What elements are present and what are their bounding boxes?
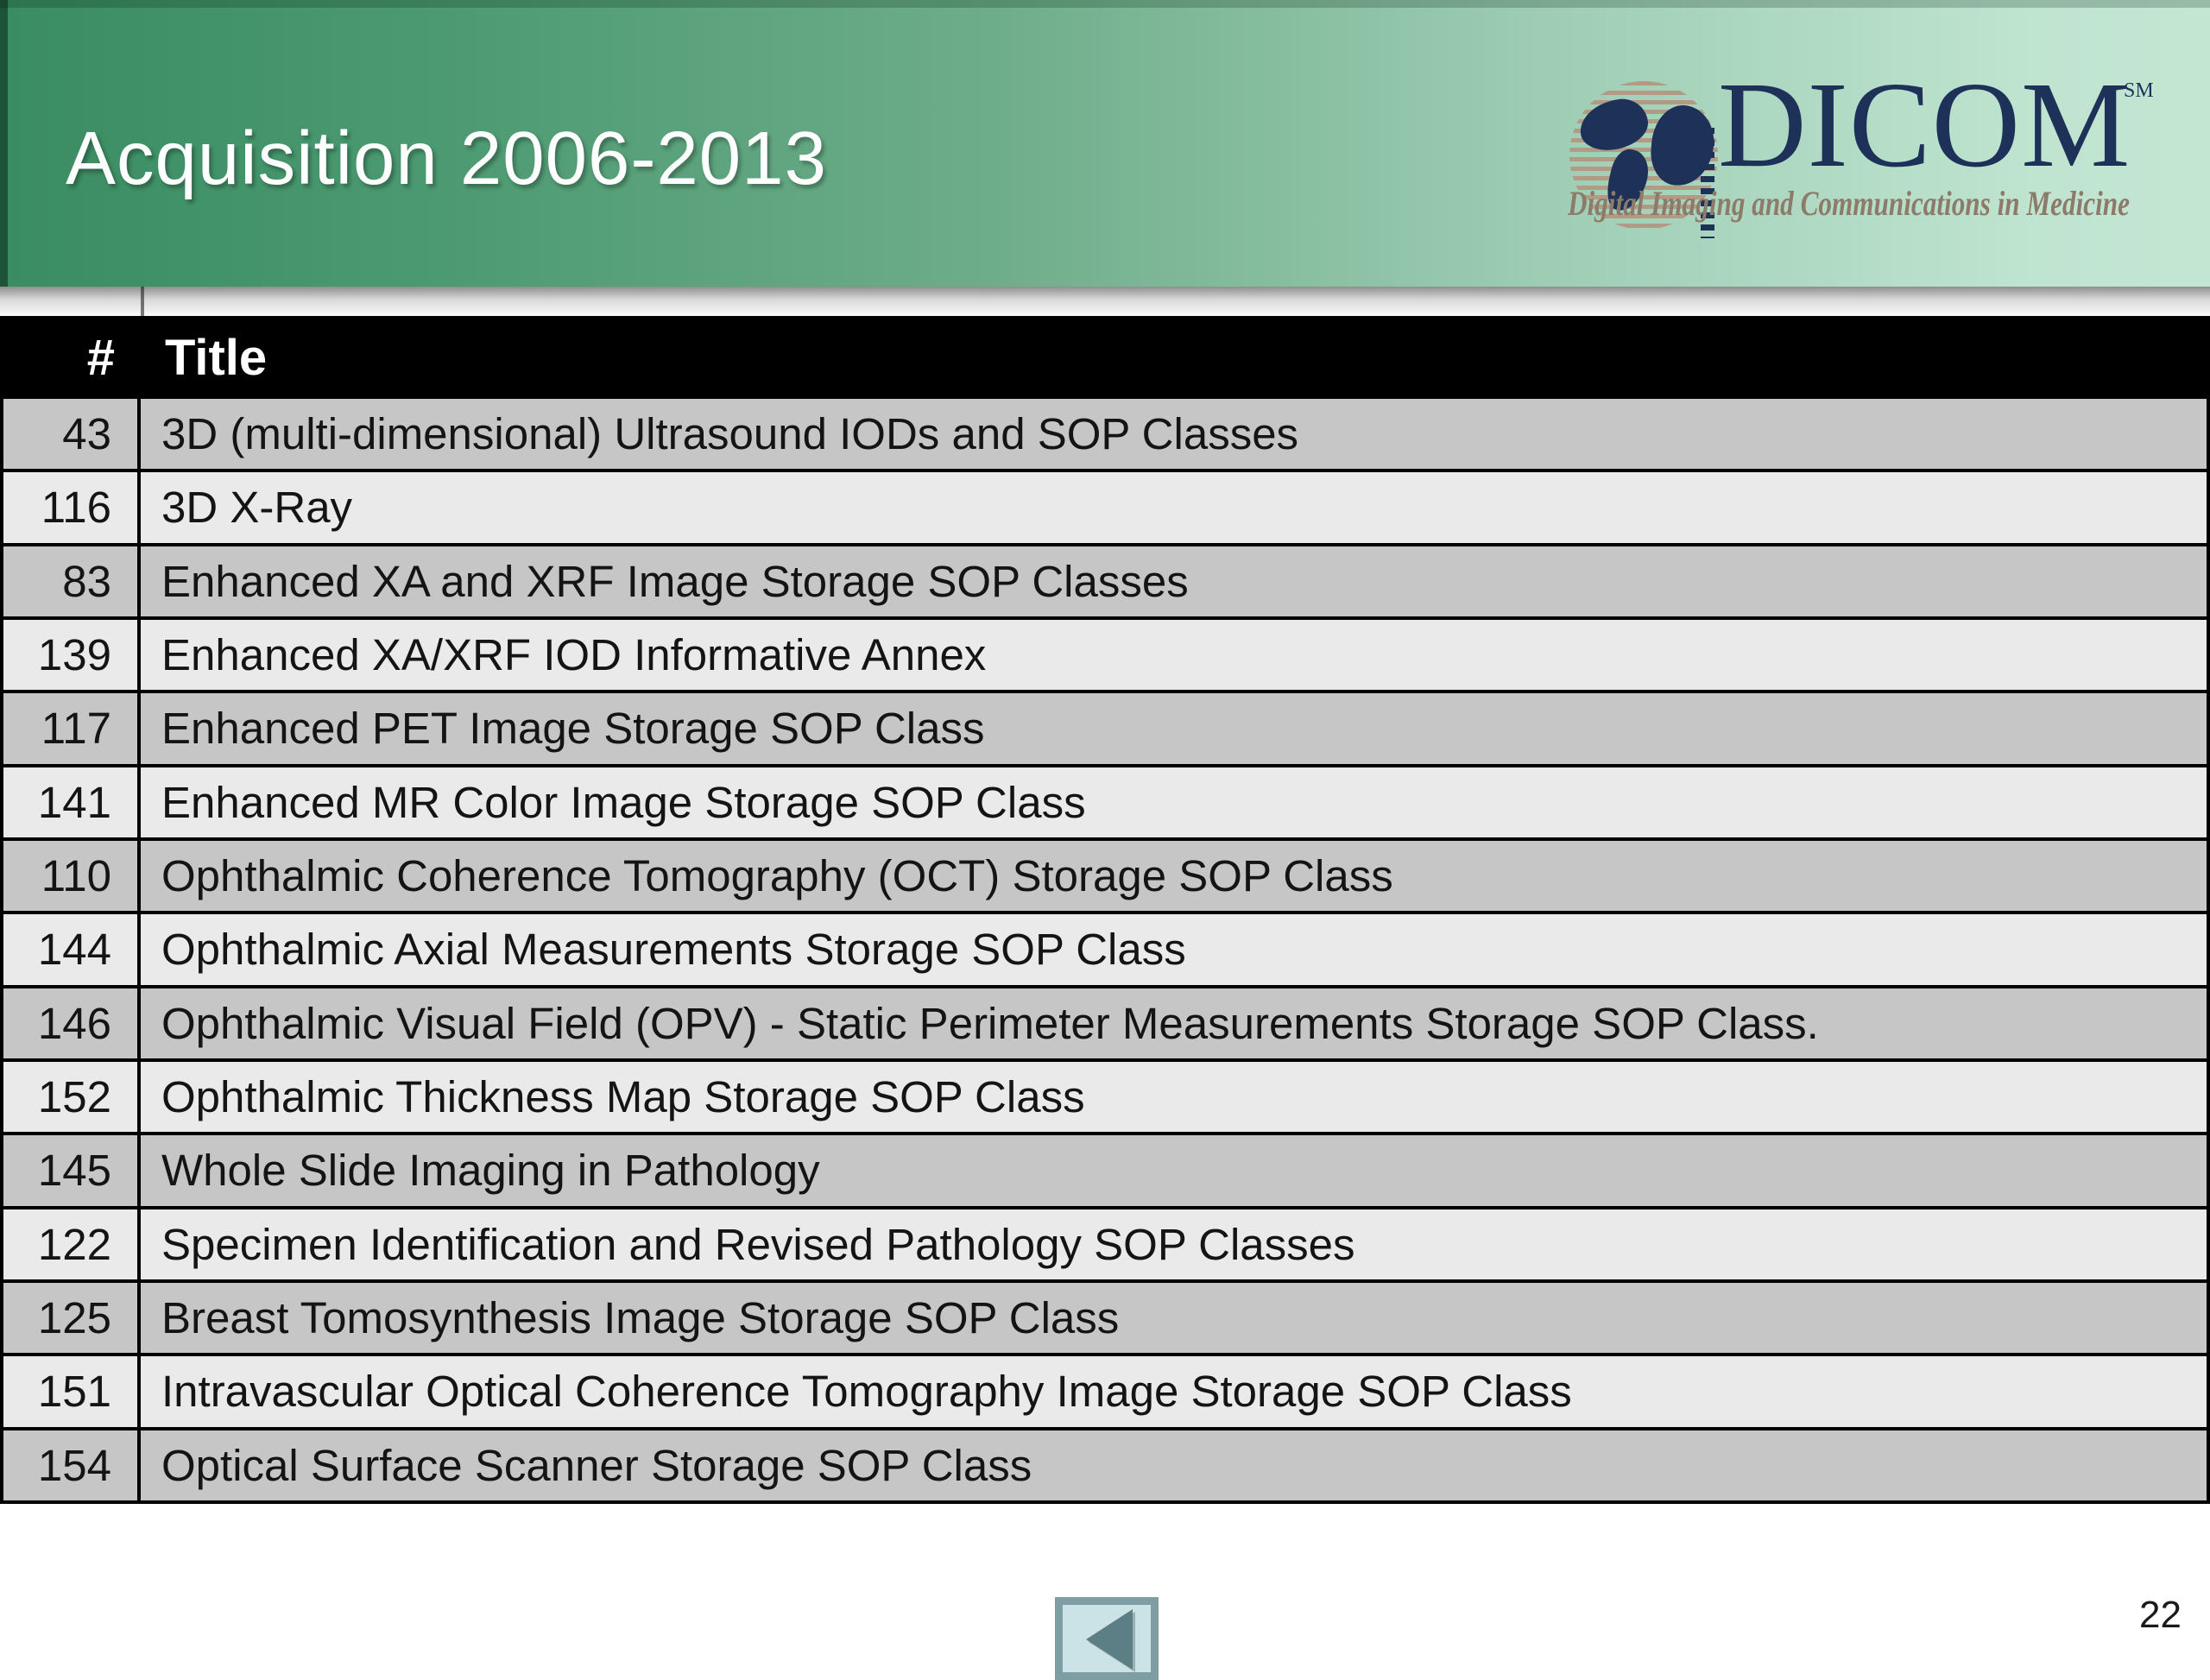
row-title-cell: Ophthalmic Thickness Map Storage SOP Cla… [161,1072,1085,1122]
row-title-cell: Optical Surface Scanner Storage SOP Clas… [161,1440,1032,1490]
column-header-number: # [86,329,115,386]
row-title-cell: Enhanced XA and XRF Image Storage SOP Cl… [161,556,1189,606]
column-divider-tick [141,287,144,316]
previous-slide-button[interactable] [1055,1597,1159,1680]
table-row: 146 Ophthalmic Visual Field (OPV) - Stati… [3,988,2207,1062]
row-number-cell: 154 [3,1430,141,1500]
table-row: 110 Ophthalmic Coherence Tomography (OCT)… [3,840,2207,915]
logo-wordmark: DICOM [1718,56,2131,193]
logo-tagline: Digital Imaging and Communications in Me… [1568,184,2130,223]
page-title: Acquisition 2006-2013 [66,117,827,200]
back-triangle-icon [1086,1609,1133,1670]
globe-dash-column [1701,128,1714,238]
table-row: 154 Optical Surface Scanner Storage SOP C… [3,1430,2207,1504]
row-number-cell: 116 [3,472,141,543]
supplement-table: # Title 43 3D (multi-dimensional) Ultraso… [0,316,2210,1504]
row-number-cell: 146 [3,988,141,1058]
table-row: 152 Ophthalmic Thickness Map Storage SOP … [3,1061,2207,1136]
row-title-cell: Specimen Identification and Revised Path… [161,1219,1355,1269]
dicom-logo: DICOM SM Digital Imaging and Communicati… [1564,0,2177,287]
row-number-cell: 117 [3,693,141,764]
row-title-cell: Breast Tomosynthesis Image Storage SOP C… [161,1293,1120,1343]
row-title-cell: Ophthalmic Visual Field (OPV) - Static P… [161,998,1819,1048]
row-number-cell: 151 [3,1356,141,1427]
logo-trademark: SM [2124,79,2154,102]
table-header-row: # Title [0,316,2210,399]
row-number-cell: 139 [3,619,141,691]
row-number-cell: 43 [3,399,141,470]
table-row: 117 Enhanced PET Image Storage SOP Class [3,693,2207,767]
table-row: 116 3D X-Ray [3,472,2207,546]
table-row: 145 Whole Slide Imaging in Pathology [3,1135,2207,1209]
row-title-cell: Intravascular Optical Coherence Tomograp… [161,1367,1572,1417]
globe-icon [1569,81,1718,230]
row-number-cell: 152 [3,1061,141,1133]
row-title-cell: Ophthalmic Axial Measurements Storage SO… [161,925,1186,975]
row-title-cell: Enhanced MR Color Image Storage SOP Clas… [161,777,1086,827]
slide-header: Acquisition 2006-2013 DICOM SM Digital I… [0,0,2210,287]
row-title-cell: Whole Slide Imaging in Pathology [161,1146,820,1196]
row-number-cell: 141 [3,767,141,837]
table-row: 125 Breast Tomosynthesis Image Storage SO… [3,1282,2207,1357]
row-title-cell: Ophthalmic Coherence Tomography (OCT) St… [161,851,1393,901]
table-row: 83 Enhanced XA and XRF Image Storage SOP … [3,546,2207,620]
table-row: 141 Enhanced MR Color Image Storage SOP C… [3,767,2207,841]
row-number-cell: 83 [3,546,141,616]
north-america-shape [1576,96,1651,155]
row-number-cell: 145 [3,1135,141,1206]
header-left-edge [0,0,8,287]
row-number-cell: 125 [3,1282,141,1354]
row-title-cell: Enhanced XA/XRF IOD Informative Annex [161,630,987,680]
row-number-cell: 122 [3,1209,141,1279]
header-divider-band [0,287,2210,316]
table-row: 151 Intravascular Optical Coherence Tomog… [3,1356,2207,1431]
row-number-cell: 144 [3,914,141,985]
table-row: 139 Enhanced XA/XRF IOD Informative Annex [3,619,2207,694]
row-title-cell: 3D X-Ray [161,483,353,533]
column-header-title: Title [165,329,268,386]
table-row: 144 Ophthalmic Axial Measurements Storage… [3,914,2207,988]
table-row: 122 Specimen Identification and Revised P… [3,1209,2207,1283]
table-row: 43 3D (multi-dimensional) Ultrasound IODs… [3,399,2207,473]
page-number: 22 [2139,1594,2182,1636]
table-body: 43 3D (multi-dimensional) Ultrasound IODs… [0,399,2210,1504]
header-top-edge [0,0,2210,8]
row-title-cell: Enhanced PET Image Storage SOP Class [161,704,985,754]
row-title-cell: 3D (multi-dimensional) Ultrasound IODs a… [161,409,1299,459]
row-number-cell: 110 [3,840,141,912]
